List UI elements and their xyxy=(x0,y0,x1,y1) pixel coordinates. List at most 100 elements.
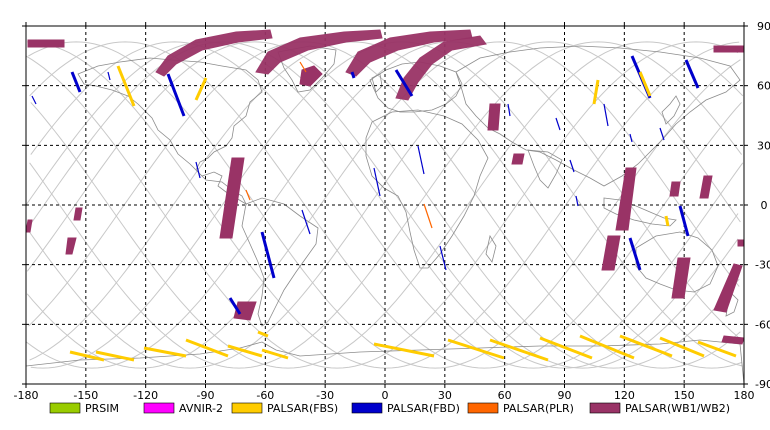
swath-fbd-thin-4 xyxy=(373,167,381,197)
swath-fbs-9 xyxy=(185,338,229,358)
orbit-track-3 xyxy=(28,41,741,369)
swath-wb-2 xyxy=(65,237,77,255)
swath-fbd-thin-9 xyxy=(603,103,609,127)
swath-fbd-5 xyxy=(684,59,700,89)
x-tick-label: 0 xyxy=(382,389,389,402)
x-tick-label: -120 xyxy=(133,389,158,402)
swath-wb-indochina xyxy=(615,167,637,231)
swath-fbs-13 xyxy=(447,338,505,360)
swath-fbd-thin-7 xyxy=(507,103,511,117)
swath-plr-2 xyxy=(423,203,433,229)
swath-fbd-thin-3 xyxy=(301,209,311,235)
legend: PRSIM AVNIR-2 PALSAR(FBS) PALSAR(FBD) PALSAR… xyxy=(49,402,730,415)
legend-swatch-6 xyxy=(589,402,621,414)
y-tick-label: 30 xyxy=(757,139,770,152)
swath-fbs-12 xyxy=(373,342,435,358)
swath-fbd-thin-10 xyxy=(659,127,665,141)
legend-label-6: PALSAR(WB1/WB2) xyxy=(625,402,730,415)
swath-fbs-18 xyxy=(659,336,705,358)
swath-fbs-1 xyxy=(116,65,136,107)
island-madagascar xyxy=(485,234,497,263)
swath-fbs-7 xyxy=(95,350,135,362)
swath-fbd-7 xyxy=(628,237,642,271)
swath-fbs-17 xyxy=(619,334,673,358)
swath-fbs-14 xyxy=(489,338,549,362)
continent-india xyxy=(527,149,563,189)
legend-label-2: AVNIR-2 xyxy=(179,402,223,415)
orbit-track-5 xyxy=(30,41,743,369)
y-axis: 90 60 30 0 -30 -60 -90 xyxy=(22,20,770,391)
swath-fbd-thin-2 xyxy=(195,161,201,179)
swath-fbd-2 xyxy=(166,73,186,117)
y-tick-label: -60 xyxy=(755,318,770,331)
y-tick-label: 0 xyxy=(761,199,768,212)
swath-fbd-thin-6 xyxy=(439,245,447,271)
x-tick-label: -30 xyxy=(316,389,334,402)
swath-fbd-1 xyxy=(70,71,82,93)
swath-fbd-thin-12 xyxy=(575,195,579,207)
orbit-track-13 xyxy=(28,41,741,369)
orbit-track-15 xyxy=(30,41,744,369)
continent-europe xyxy=(369,61,463,113)
swath-fbs-3 xyxy=(592,79,600,105)
islands-japan xyxy=(661,95,681,125)
swaths-palsar-fbd xyxy=(70,55,700,315)
swaths-palsar-fbd-thin xyxy=(31,71,665,271)
swath-wb-1 xyxy=(73,207,83,221)
continent-north-america xyxy=(77,57,263,206)
orbit-track-11 xyxy=(26,41,739,369)
swath-plr-3 xyxy=(245,189,251,201)
swath-wb-west xyxy=(26,219,33,233)
swaths-palsar-wb1-wb2 xyxy=(26,29,744,345)
y-tick-label: 90 xyxy=(757,20,770,33)
legend-swatch-2 xyxy=(143,402,175,414)
x-tick-label: 120 xyxy=(614,389,635,402)
swath-wb-aus-1 xyxy=(671,257,691,299)
swath-wb-patagonia xyxy=(233,301,257,321)
x-tick-label: -180 xyxy=(14,389,39,402)
legend-swatch-4 xyxy=(351,402,383,414)
swath-plr-1 xyxy=(299,61,307,73)
x-tick-label: 30 xyxy=(438,389,452,402)
legend-label-1: PRSIM xyxy=(85,402,119,415)
swath-fbd-thin-14 xyxy=(107,71,111,81)
x-tick-label: -60 xyxy=(256,389,274,402)
continent-australia xyxy=(635,231,719,293)
swath-fbd-thin-13 xyxy=(629,133,633,143)
swath-wb-mideast xyxy=(487,103,501,131)
x-tick-label: -150 xyxy=(73,389,98,402)
legend-label-5: PALSAR(PLR) xyxy=(503,402,574,415)
swath-wb-arc-4 xyxy=(395,35,487,101)
continent-asia xyxy=(455,45,741,187)
y-tick-label: -30 xyxy=(755,259,770,272)
legend-swatch-1 xyxy=(49,402,81,414)
x-axis: -180 -150 -120 -90 -60 -30 0 30 60 90 120 150 180 xyxy=(14,22,755,402)
orbit-track-9 xyxy=(29,41,742,369)
legend-swatch-3 xyxy=(231,402,263,414)
swath-fbs-5 xyxy=(257,330,269,338)
swath-wb-ne-asia xyxy=(713,45,744,53)
swath-wb-sea xyxy=(601,235,621,271)
x-tick-label: -90 xyxy=(197,389,215,402)
swath-fbs-16 xyxy=(579,334,635,360)
swath-wb-ne-europe xyxy=(27,39,65,48)
y-tick-label: -90 xyxy=(755,378,770,391)
continent-south-america xyxy=(241,197,319,327)
swath-fbd-thin-11 xyxy=(569,159,575,173)
swath-wb-india xyxy=(511,153,525,165)
swath-fbs-11 xyxy=(261,348,289,360)
swath-fbs-19 xyxy=(697,340,737,358)
x-tick-label: 90 xyxy=(558,389,572,402)
swath-fbs-6 xyxy=(69,350,105,362)
swath-wb-aus-2 xyxy=(713,263,743,313)
swath-wb-us xyxy=(219,157,245,239)
swath-fbd-10 xyxy=(678,205,690,237)
swath-wb-east xyxy=(737,239,744,247)
legend-label-3: PALSAR(FBS) xyxy=(267,402,338,415)
swath-fbd-thin-8 xyxy=(555,117,561,131)
swath-fbd-thin-1 xyxy=(31,95,37,105)
swath-wb-nz xyxy=(721,335,744,345)
x-tick-label: 180 xyxy=(734,389,755,402)
swath-fbs-8 xyxy=(143,346,187,358)
